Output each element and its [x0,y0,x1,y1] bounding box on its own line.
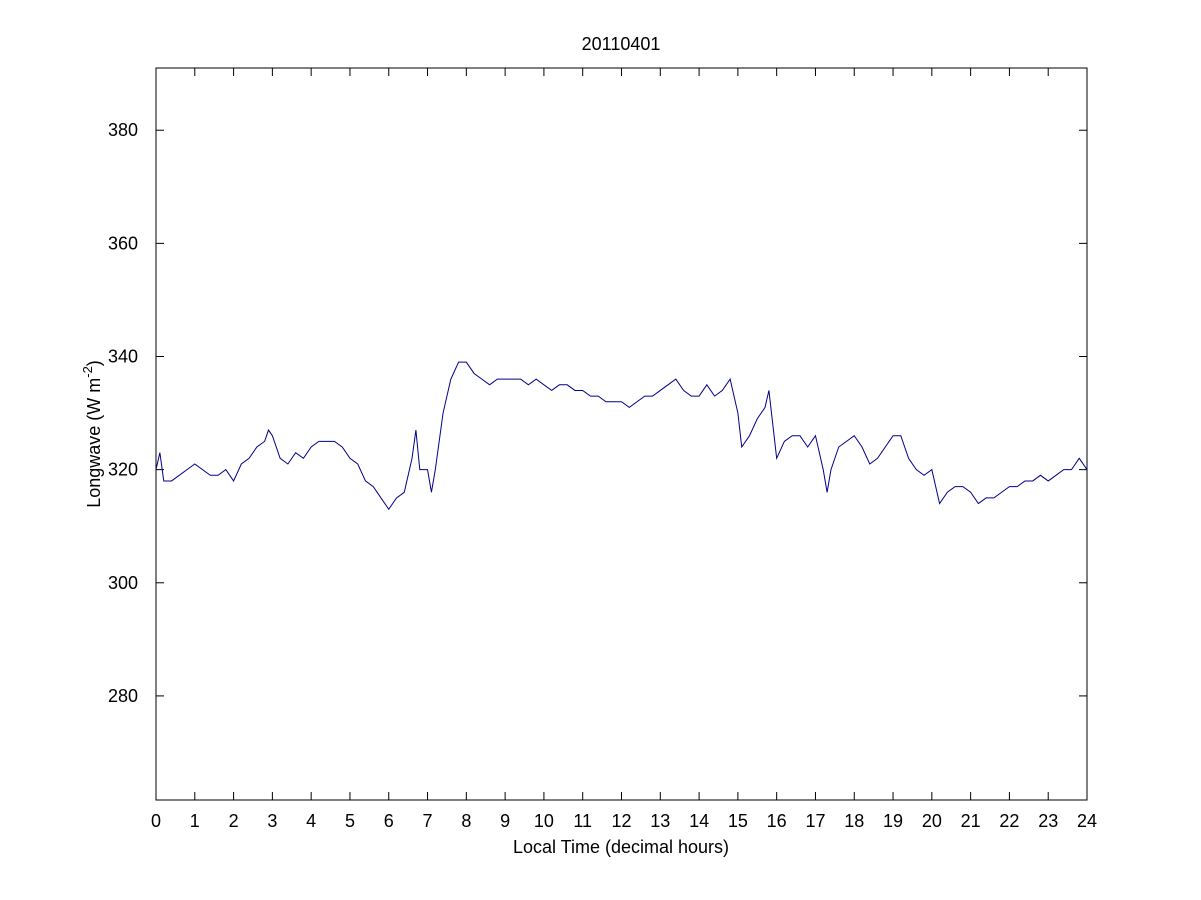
x-tick-label: 8 [461,811,471,831]
y-tick-label: 280 [108,686,138,706]
y-label-text: Longwave (W m [84,378,104,508]
data-line [155,361,1088,511]
y-tick-label: 320 [108,460,138,480]
y-tick-label: 380 [108,120,138,140]
x-tick-label: 16 [767,811,787,831]
y-label-sup: -2 [80,366,95,378]
y-tick-label: 300 [108,573,138,593]
x-tick-label: 13 [650,811,670,831]
x-axis-label: Local Time (decimal hours) [513,837,729,857]
x-tick-label: 22 [999,811,1019,831]
chart-title: 20110401 [582,34,661,54]
x-tick-label: 10 [534,811,554,831]
x-tick-label: 24 [1077,811,1097,831]
x-tick-label: 0 [151,811,161,831]
plot-area [155,67,1088,801]
x-tick-label: 20 [922,811,942,831]
x-tick-label: 17 [805,811,825,831]
y-tick-label: 360 [108,233,138,253]
x-tick-label: 23 [1038,811,1058,831]
x-tick-label: 14 [689,811,709,831]
x-tick-label: 21 [961,811,981,831]
y-label-end: ) [84,360,104,366]
x-tick-label: 15 [728,811,748,831]
x-tick-label: 3 [267,811,277,831]
x-tick-label: 2 [229,811,239,831]
x-tick-label: 6 [384,811,394,831]
x-tick-label: 1 [190,811,200,831]
x-tick-label: 12 [611,811,631,831]
x-tick-label: 11 [573,811,592,831]
x-tick-label: 9 [500,811,510,831]
y-tick-label: 340 [108,347,138,367]
x-tick-label: 19 [883,811,903,831]
x-tick-label: 7 [423,811,433,831]
x-tick-label: 5 [345,811,355,831]
x-tick-label: 4 [306,811,316,831]
y-axis-label: Longwave (W m-2) [80,360,104,508]
x-tick-label: 18 [844,811,864,831]
